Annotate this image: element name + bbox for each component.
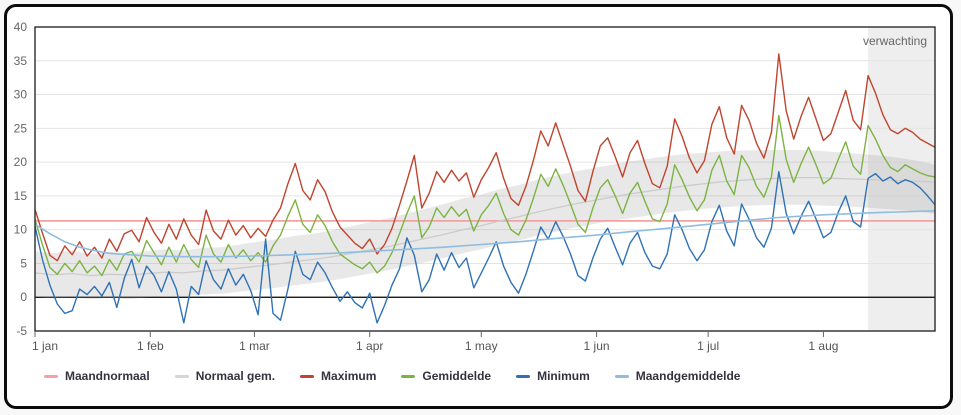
plot-border [34, 26, 936, 332]
x-axis-label: 1 aug [808, 339, 838, 353]
legend-item-maximum[interactable]: Maximum [300, 369, 376, 383]
y-axis-label: 40 [14, 20, 28, 34]
chart-legend: Maandnormaal Normaal gem. Maximum Gemidd… [44, 369, 740, 383]
series-maximum-line [34, 53, 936, 262]
y-axis-label: 30 [14, 88, 28, 102]
series-maandgemiddelde-line [34, 210, 936, 258]
legend-label-minimum: Minimum [537, 369, 590, 383]
x-axis-label: 1 may [465, 339, 498, 353]
y-axis-label: 5 [20, 256, 27, 270]
legend-label-maandnormaal: Maandnormaal [65, 369, 150, 383]
series-normaal-gem--line [34, 176, 936, 277]
temperature-chart[interactable]: 1 jan 1 feb 1 mar 1 apr 1 may 1 jun 1 jul 1 aug… [7, 7, 950, 363]
legend-item-maandgemiddelde[interactable]: Maandgemiddelde [614, 369, 741, 383]
legend-swatch-minimum [516, 374, 531, 378]
y-axis-label: 20 [14, 155, 28, 169]
y-axis-label: 15 [14, 189, 28, 203]
series-minimum-line [34, 170, 936, 324]
x-axis-label: 1 feb [137, 339, 164, 353]
legend-item-gemiddelde[interactable]: Gemiddelde [401, 369, 491, 383]
x-axis-label: 1 jul [697, 339, 719, 353]
x-axis-label: 1 jan [32, 339, 58, 353]
legend-item-minimum[interactable]: Minimum [516, 369, 590, 383]
legend-swatch-maximum [300, 374, 315, 378]
chart-panel: 1 jan 1 feb 1 mar 1 apr 1 may 1 jun 1 jul 1 aug… [4, 4, 953, 409]
series-gemiddelde-line [34, 114, 936, 277]
legend-swatch-maandgemiddelde [614, 374, 629, 378]
x-axis-label: 1 mar [239, 339, 270, 353]
x-axis-label: 1 apr [356, 339, 383, 353]
y-axis-label: 10 [14, 223, 28, 237]
legend-item-normaal-gem[interactable]: Normaal gem. [174, 369, 276, 383]
y-axis-label: 35 [14, 54, 28, 68]
y-axis-label: -5 [16, 324, 27, 338]
legend-swatch-maandnormaal [44, 374, 58, 378]
forecast-region [868, 27, 935, 331]
legend-swatch-normaal-gem [174, 374, 189, 378]
legend-label-maximum: Maximum [321, 369, 377, 383]
legend-item-maandnormaal[interactable]: Maandnormaal [44, 369, 150, 383]
legend-label-normaal-gem: Normaal gem. [195, 369, 276, 383]
legend-label-gemiddelde: Gemiddelde [422, 369, 492, 383]
y-axis-label: 0 [20, 290, 27, 304]
forecast-label: verwachting [863, 34, 927, 48]
legend-label-maandgemiddelde: Maandgemiddelde [635, 369, 741, 383]
y-axis-label: 25 [14, 121, 28, 135]
legend-swatch-gemiddelde [401, 374, 416, 378]
x-axis-label: 1 jun [584, 339, 610, 353]
